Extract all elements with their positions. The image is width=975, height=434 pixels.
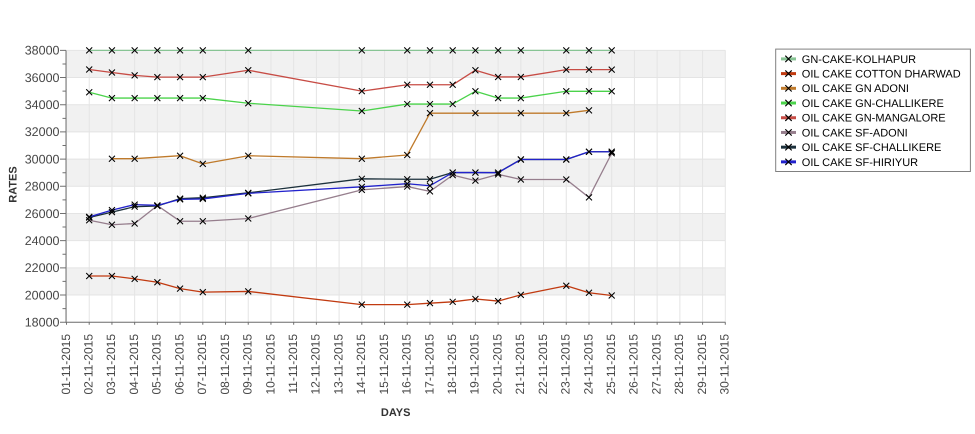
svg-text:17-11-2015: 17-11-2015 bbox=[422, 334, 436, 395]
svg-text:OIL CAKE SF-ADONI: OIL CAKE SF-ADONI bbox=[802, 127, 908, 139]
svg-text:32000: 32000 bbox=[25, 125, 60, 139]
svg-text:OIL CAKE GN-MANGALORE: OIL CAKE GN-MANGALORE bbox=[802, 113, 946, 125]
svg-text:OIL CAKE COTTON DHARWAD: OIL CAKE COTTON DHARWAD bbox=[802, 69, 961, 81]
svg-text:DAYS: DAYS bbox=[381, 407, 411, 419]
svg-text:22000: 22000 bbox=[25, 261, 60, 275]
svg-text:18-11-2015: 18-11-2015 bbox=[445, 334, 459, 395]
svg-text:26000: 26000 bbox=[25, 207, 60, 221]
svg-text:07-11-2015: 07-11-2015 bbox=[195, 334, 209, 395]
svg-text:OIL CAKE SF-HIRIYUR: OIL CAKE SF-HIRIYUR bbox=[802, 157, 918, 169]
svg-text:30000: 30000 bbox=[25, 152, 60, 166]
svg-text:34000: 34000 bbox=[25, 98, 60, 112]
svg-text:15-11-2015: 15-11-2015 bbox=[377, 334, 391, 395]
svg-text:13-11-2015: 13-11-2015 bbox=[331, 334, 345, 395]
svg-text:38000: 38000 bbox=[25, 44, 60, 58]
svg-text:05-11-2015: 05-11-2015 bbox=[150, 334, 164, 395]
svg-text:06-11-2015: 06-11-2015 bbox=[172, 334, 186, 395]
svg-text:11-11-2015: 11-11-2015 bbox=[286, 334, 300, 394]
svg-text:12-11-2015: 12-11-2015 bbox=[309, 334, 323, 395]
svg-text:OIL CAKE SF-CHALLIKERE: OIL CAKE SF-CHALLIKERE bbox=[802, 142, 942, 154]
svg-text:30-11-2015: 30-11-2015 bbox=[718, 334, 732, 395]
svg-text:RATES: RATES bbox=[8, 166, 20, 202]
svg-text:36000: 36000 bbox=[25, 71, 60, 85]
svg-text:22-11-2015: 22-11-2015 bbox=[536, 334, 550, 395]
svg-text:24000: 24000 bbox=[25, 234, 60, 248]
svg-text:02-11-2015: 02-11-2015 bbox=[82, 334, 96, 395]
svg-text:OIL CAKE GN ADONI: OIL CAKE GN ADONI bbox=[802, 83, 909, 95]
svg-text:GN-CAKE-KOLHAPUR: GN-CAKE-KOLHAPUR bbox=[802, 54, 916, 66]
svg-text:29-11-2015: 29-11-2015 bbox=[695, 334, 709, 395]
svg-text:28000: 28000 bbox=[25, 180, 60, 194]
svg-text:24-11-2015: 24-11-2015 bbox=[581, 334, 595, 395]
svg-text:01-11-2015: 01-11-2015 bbox=[59, 334, 73, 395]
svg-text:20000: 20000 bbox=[25, 288, 60, 302]
svg-text:16-11-2015: 16-11-2015 bbox=[400, 334, 414, 395]
svg-text:03-11-2015: 03-11-2015 bbox=[104, 334, 118, 395]
svg-text:27-11-2015: 27-11-2015 bbox=[649, 334, 663, 395]
svg-text:08-11-2015: 08-11-2015 bbox=[218, 334, 232, 395]
svg-text:21-11-2015: 21-11-2015 bbox=[513, 334, 527, 395]
svg-text:09-11-2015: 09-11-2015 bbox=[241, 334, 255, 395]
svg-text:23-11-2015: 23-11-2015 bbox=[559, 334, 573, 395]
svg-text:26-11-2015: 26-11-2015 bbox=[627, 334, 641, 395]
svg-text:OIL CAKE GN-CHALLIKERE: OIL CAKE GN-CHALLIKERE bbox=[802, 98, 944, 110]
svg-text:04-11-2015: 04-11-2015 bbox=[127, 334, 141, 395]
svg-text:19-11-2015: 19-11-2015 bbox=[468, 334, 482, 395]
svg-text:28-11-2015: 28-11-2015 bbox=[672, 334, 686, 395]
svg-text:18000: 18000 bbox=[25, 316, 60, 330]
svg-text:14-11-2015: 14-11-2015 bbox=[354, 334, 368, 395]
svg-text:25-11-2015: 25-11-2015 bbox=[604, 334, 618, 395]
svg-text:10-11-2015: 10-11-2015 bbox=[263, 334, 277, 395]
svg-text:20-11-2015: 20-11-2015 bbox=[490, 334, 504, 395]
